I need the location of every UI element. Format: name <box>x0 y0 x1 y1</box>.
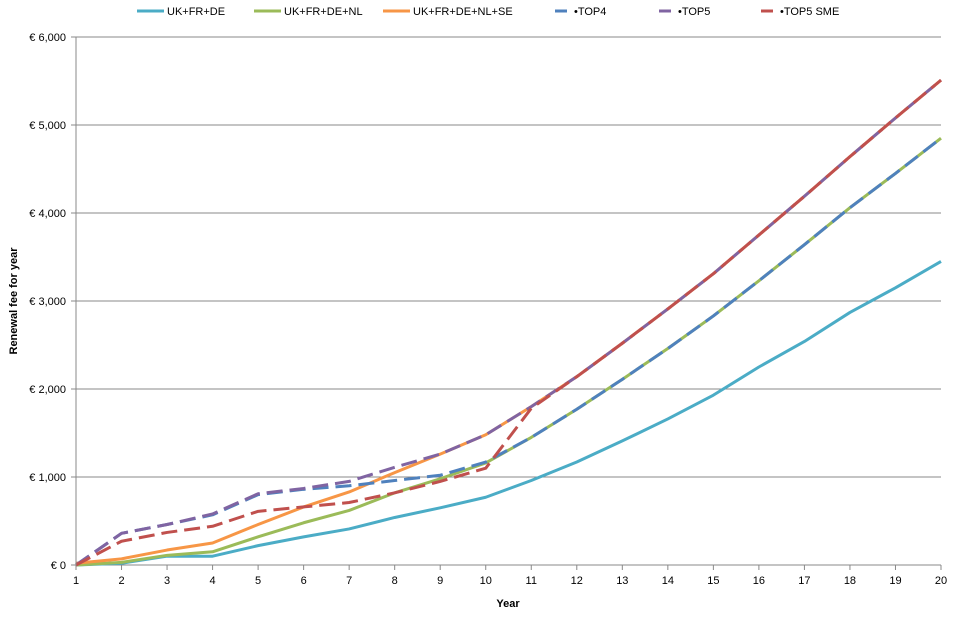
x-tick-label: 15 <box>707 575 719 587</box>
y-tick-label: € 3,000 <box>29 296 66 308</box>
x-tick-label: 18 <box>844 575 856 587</box>
y-tick-label: € 5,000 <box>29 120 66 132</box>
y-tick-label: € 1,000 <box>29 472 66 484</box>
x-axis-label: Year <box>496 598 520 610</box>
x-tick-label: 1 <box>73 575 79 587</box>
y-tick-label: € 4,000 <box>29 208 66 220</box>
series-line-uk-fr-de-nl <box>75 137 942 567</box>
x-tick-label: 4 <box>210 575 216 587</box>
x-tick-label: 6 <box>301 575 307 587</box>
x-tick-label: 17 <box>798 575 810 587</box>
y-tick-label: € 6,000 <box>29 32 66 44</box>
x-tick-label: 19 <box>889 575 901 587</box>
y-tick-label: € 0 <box>51 560 66 572</box>
series-line-uk-fr-de <box>75 260 942 567</box>
legend-label: UK+FR+DE <box>167 6 225 18</box>
y-axis-label: Renewal fee for year <box>8 247 20 355</box>
x-tick-label: 7 <box>346 575 352 587</box>
x-tick-label: 5 <box>255 575 261 587</box>
y-tick-label: € 2,000 <box>29 384 66 396</box>
legend-label: •TOP4 <box>574 6 606 18</box>
series-line-uk-fr-de-nl-se <box>75 78 942 565</box>
x-tick-label: 10 <box>480 575 492 587</box>
legend-label: UK+FR+DE+NL <box>284 6 363 18</box>
series-line-top4 <box>75 137 942 567</box>
series-line-top5-sme <box>75 78 942 567</box>
x-tick-label: 20 <box>935 575 947 587</box>
x-tick-label: 16 <box>753 575 765 587</box>
x-tick-label: 14 <box>662 575 674 587</box>
x-tick-label: 12 <box>571 575 583 587</box>
legend-label: UK+FR+DE+NL+SE <box>413 6 513 18</box>
x-tick-label: 2 <box>118 575 124 587</box>
x-tick-label: 13 <box>616 575 628 587</box>
legend-label: •TOP5 <box>678 6 710 18</box>
series-line-top5 <box>75 78 942 567</box>
legend-label: •TOP5 SME <box>780 6 839 18</box>
x-tick-label: 8 <box>392 575 398 587</box>
x-tick-label: 9 <box>437 575 443 587</box>
x-tick-label: 11 <box>526 575 537 587</box>
x-tick-label: 3 <box>164 575 170 587</box>
